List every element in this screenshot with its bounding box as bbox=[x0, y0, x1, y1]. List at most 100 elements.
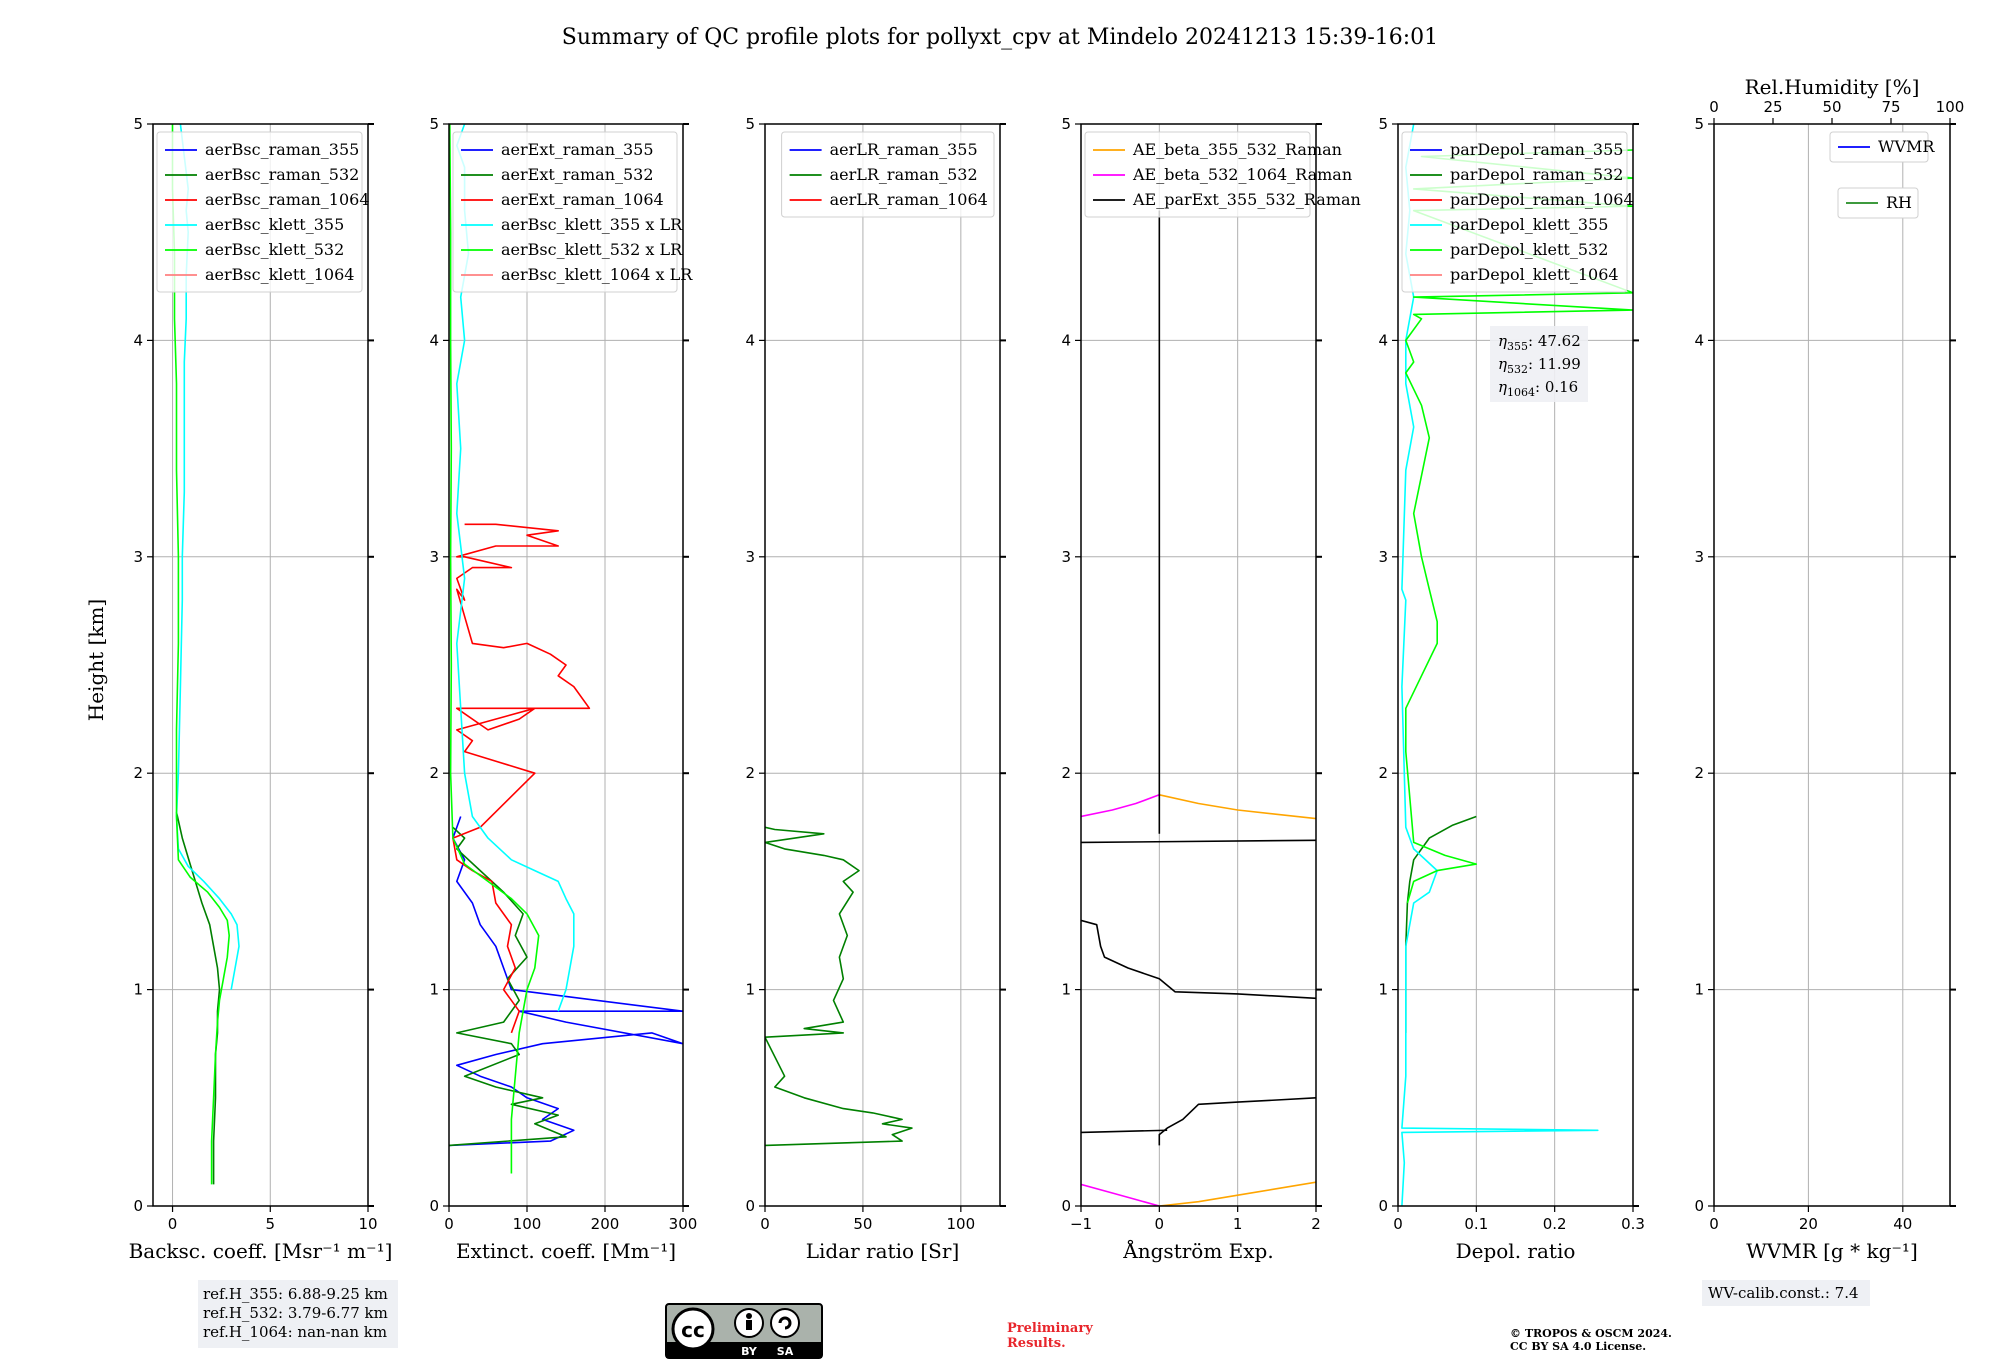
legend-box bbox=[1401, 131, 1628, 293]
legend-entry: parDepol_klett_532 bbox=[1450, 240, 1608, 259]
wv-calib-text: WV-calib.const.: 7.4 bbox=[1708, 1284, 1859, 1302]
legend: RH bbox=[1837, 187, 1919, 219]
y-tick-label: 4 bbox=[429, 331, 439, 349]
series-line-aerBsc_klett_532 bbox=[171, 124, 230, 1185]
x-tick-label: 0.2 bbox=[1543, 1215, 1567, 1233]
legend-entry: AE_beta_355_532_Raman bbox=[1132, 140, 1342, 159]
series-line-AE_beta_532_1064_Raman-segment-2 bbox=[1081, 794, 1160, 818]
x-top-tick-label: 25 bbox=[1763, 98, 1782, 116]
series-line-AE_parExt_355_532_Raman bbox=[1158, 1097, 1316, 1146]
sa-share-arrow bbox=[778, 1316, 792, 1330]
series-line-aerBsc_raman_532 bbox=[175, 812, 221, 1185]
legend-entry: parDepol_raman_532 bbox=[1450, 165, 1623, 184]
eta-1064-text: η1064: 0.16 bbox=[1498, 378, 1578, 399]
x-top-tick-label: 100 bbox=[1936, 98, 1965, 116]
legend: parDepol_raman_355 parDepol_raman_532 parD… bbox=[1401, 131, 1634, 293]
y-tick-label: 2 bbox=[429, 764, 439, 782]
y-tick-label: 2 bbox=[1378, 764, 1388, 782]
legend: aerLR_raman_355 aerLR_raman_532 aerLR_rama… bbox=[781, 131, 995, 218]
legend-entry: WVMR bbox=[1878, 137, 1935, 156]
wv-calib-annotation: WV-calib.const.: 7.4 bbox=[1702, 1280, 1870, 1306]
panel-depolarization: 0 1 2 3 4 5 0 0.1 0.2 0.3 Depol. ratio parDepol_ram… bbox=[1378, 115, 1644, 1263]
sa-share-icon bbox=[770, 1308, 800, 1338]
y-tick-label: 3 bbox=[1378, 548, 1388, 566]
refh-355: ref.H_355: 6.88-9.25 km bbox=[203, 1285, 388, 1303]
y-tick-label: 1 bbox=[745, 981, 755, 999]
x-axis-label: Depol. ratio bbox=[1456, 1239, 1576, 1263]
series-line-aerExt_raman_532 bbox=[449, 826, 567, 1147]
y-tick-label: 0 bbox=[1694, 1197, 1704, 1215]
legend-entry: aerBsc_raman_355 bbox=[205, 140, 359, 159]
y-tick-label: 3 bbox=[429, 548, 439, 566]
legend-box bbox=[452, 131, 678, 293]
x-tick-label: 2 bbox=[1311, 1215, 1321, 1233]
y-tick-label: 3 bbox=[1061, 548, 1071, 566]
series-line-aerExt_raman_1064 bbox=[452, 523, 591, 1034]
series-line-AE_beta_355_532_Raman bbox=[1159, 1181, 1316, 1206]
y-tick-label: 0 bbox=[745, 1197, 755, 1215]
legend-box bbox=[1084, 131, 1311, 218]
legend-entry: aerBsc_klett_355 bbox=[205, 215, 344, 234]
y-tick-label: 4 bbox=[1694, 331, 1704, 349]
x-tick-label: 200 bbox=[591, 1215, 620, 1233]
legend-entry: AE_beta_532_1064_Raman bbox=[1132, 165, 1352, 184]
by-person-body bbox=[746, 1320, 752, 1330]
refh-532: ref.H_532: 3.79-6.77 km bbox=[203, 1304, 388, 1322]
copyright-line-2: CC BY SA 4.0 License. bbox=[1510, 1340, 1646, 1353]
figure-title: Summary of QC profile plots for pollyxt_… bbox=[562, 25, 1438, 50]
axes-frame bbox=[1397, 123, 1634, 1207]
legend-box bbox=[156, 131, 363, 293]
eta-annotation: η355: 47.62 η532: 11.99 η1064: 0.16 bbox=[1490, 326, 1588, 402]
legend-entry: aerExt_raman_1064 bbox=[501, 190, 664, 209]
legend-entry: aerLR_raman_532 bbox=[830, 165, 978, 184]
eta-box bbox=[1490, 326, 1588, 402]
series-line-AE_parExt_355_532_Raman-segment-2 bbox=[1081, 919, 1316, 1000]
eta-532-text: η532: 11.99 bbox=[1498, 355, 1581, 376]
y-tick-label: 1 bbox=[1378, 981, 1388, 999]
legend: aerExt_raman_355 aerExt_raman_532 aerExt_r… bbox=[452, 131, 693, 293]
y-tick-label: 0 bbox=[1378, 1197, 1388, 1215]
panel-backscatter: 0 1 2 3 4 5 0 5 10 Backsc. coeff. [Msr⁻¹ m⁻¹] aerB… bbox=[129, 115, 393, 1263]
legend-entry: parDepol_klett_1064 bbox=[1450, 265, 1619, 284]
x-tick-label: 10 bbox=[358, 1215, 377, 1233]
legend-entry: parDepol_klett_355 bbox=[1450, 215, 1608, 234]
y-tick-label: 5 bbox=[429, 115, 439, 133]
series-line-AE_parExt_355_532_Raman-low bbox=[1081, 1129, 1168, 1134]
legend-entry: aerLR_raman_1064 bbox=[830, 190, 988, 209]
y-tick-label: 3 bbox=[745, 548, 755, 566]
cc-sa-label: SA bbox=[777, 1345, 794, 1358]
cc-circle-icon bbox=[671, 1307, 715, 1351]
legend: WVMR bbox=[1829, 131, 1935, 163]
x-top-tick-label: 0 bbox=[1709, 98, 1719, 116]
legend-box bbox=[1829, 131, 1929, 163]
legend-entry: aerBsc_klett_532 bbox=[205, 240, 344, 259]
x-axis-label: Extinct. coeff. [Mm⁻¹] bbox=[456, 1239, 676, 1263]
y-tick-label: 0 bbox=[1061, 1197, 1071, 1215]
x-tick-label: 0 bbox=[760, 1215, 770, 1233]
cc-license-badge: cc BY SA bbox=[665, 1303, 823, 1359]
series-group bbox=[765, 826, 913, 1147]
y-tick-label: 2 bbox=[1061, 764, 1071, 782]
x-top-tick-label: 75 bbox=[1881, 98, 1900, 116]
x-tick-label: 100 bbox=[947, 1215, 976, 1233]
y-tick-label: 4 bbox=[1378, 331, 1388, 349]
x-axis-label: Backsc. coeff. [Msr⁻¹ m⁻¹] bbox=[129, 1239, 393, 1263]
series-line-aerBsc_klett_532 x LR bbox=[449, 124, 540, 1174]
axes-frame bbox=[152, 123, 369, 1207]
y-tick-label: 1 bbox=[133, 981, 143, 999]
x-tick-label: 0 bbox=[1709, 1215, 1719, 1233]
cc-by-label: BY bbox=[741, 1345, 758, 1358]
y-tick-label: 3 bbox=[1694, 548, 1704, 566]
series-line-parDepol_raman_532 bbox=[1405, 815, 1477, 1033]
reference-height-annotation: ref.H_355: 6.88-9.25 km ref.H_532: 3.79-… bbox=[198, 1280, 398, 1348]
legend-entry: parDepol_raman_355 bbox=[1450, 140, 1623, 159]
legend-entry: aerBsc_klett_1064 bbox=[205, 265, 354, 284]
y-tick-label: 5 bbox=[745, 115, 755, 133]
x-tick-label: 300 bbox=[669, 1215, 698, 1233]
refh-box bbox=[198, 1280, 398, 1348]
cc-badge-text: cc bbox=[681, 1318, 705, 1342]
